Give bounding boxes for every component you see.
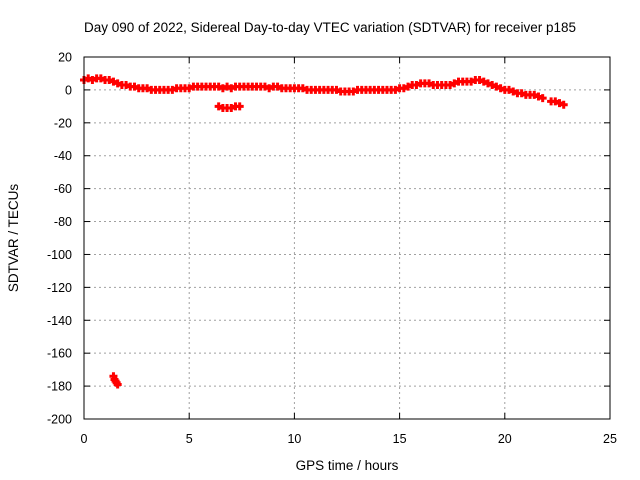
y-tick-labels: 20 0 -20 -40 -60 -80 -100 -120 -140 -160 -180 -200: [47, 51, 72, 427]
data-point: [509, 87, 518, 96]
plot-frame: [83, 56, 611, 420]
data-point: [109, 77, 118, 86]
x-tick-label: 15: [393, 432, 407, 446]
data-point: [214, 82, 223, 91]
y-tick-label: -60: [54, 182, 72, 196]
data-point: [130, 82, 139, 91]
data-point: [265, 84, 274, 93]
data-point: [168, 85, 177, 94]
data-point: [84, 74, 93, 83]
y-tick-label: -140: [47, 314, 72, 328]
data-point: [298, 84, 307, 93]
x-axis-label: GPS time / hours: [296, 458, 399, 473]
x-tick-label: 0: [81, 432, 88, 446]
x-tick-labels: 0 5 10 15 20 25: [81, 432, 617, 446]
data-point: [425, 79, 434, 88]
data-point: [399, 84, 408, 93]
data-point: [332, 85, 341, 94]
y-axis-label: SDTVAR / TECUs: [6, 184, 21, 293]
data-point: [446, 80, 455, 89]
y-tick-label: -200: [47, 413, 72, 427]
data-point: [122, 80, 131, 89]
y-tick-label: -100: [47, 248, 72, 262]
data-point: [260, 82, 269, 91]
y-tick-label: 20: [58, 51, 72, 65]
y-tick-label: -20: [54, 116, 72, 130]
data-point: [227, 84, 236, 93]
data-point: [185, 84, 194, 93]
data-point: [479, 77, 488, 86]
data-point: [113, 79, 122, 88]
data-point: [450, 79, 459, 88]
x-tick-label: 20: [498, 432, 512, 446]
y-tick-label: -160: [47, 347, 72, 361]
data-point: [538, 94, 547, 103]
data-point: [391, 85, 400, 94]
data-point: [492, 82, 501, 91]
data-point: [113, 380, 122, 389]
data-point: [223, 82, 232, 91]
data-point: [530, 90, 539, 99]
data-point: [517, 89, 526, 98]
data-point: [551, 97, 560, 106]
data-point: [559, 100, 568, 109]
data-point: [534, 92, 543, 101]
data-point: [555, 99, 564, 108]
data-point: [88, 76, 97, 85]
data-point: [475, 76, 484, 85]
data-points: [80, 74, 568, 389]
data-point: [105, 76, 114, 85]
data-point: [227, 104, 236, 113]
data-point: [273, 82, 282, 91]
chart-title: Day 090 of 2022, Sidereal Day-to-day VTE…: [84, 20, 576, 35]
y-tick-label: -40: [54, 149, 72, 163]
axis-ticks: [83, 56, 611, 420]
y-tick-label: -180: [47, 380, 72, 394]
data-point: [235, 102, 244, 111]
y-tick-label: -120: [47, 281, 72, 295]
data-point: [218, 84, 227, 93]
data-point: [496, 84, 505, 93]
data-point: [412, 80, 421, 89]
y-tick-label: 0: [65, 83, 72, 97]
data-point: [483, 79, 492, 88]
x-tick-label: 10: [287, 432, 301, 446]
data-point: [467, 77, 476, 86]
data-point: [349, 87, 358, 96]
data-point: [96, 74, 105, 83]
y-tick-label: -80: [54, 215, 72, 229]
data-point: [488, 80, 497, 89]
x-tick-label: 5: [186, 432, 193, 446]
grid-lines: [84, 57, 610, 419]
data-point: [505, 85, 514, 94]
data-point: [143, 84, 152, 93]
data-point: [404, 82, 413, 91]
x-tick-label: 25: [603, 432, 617, 446]
data-point: [214, 102, 223, 111]
